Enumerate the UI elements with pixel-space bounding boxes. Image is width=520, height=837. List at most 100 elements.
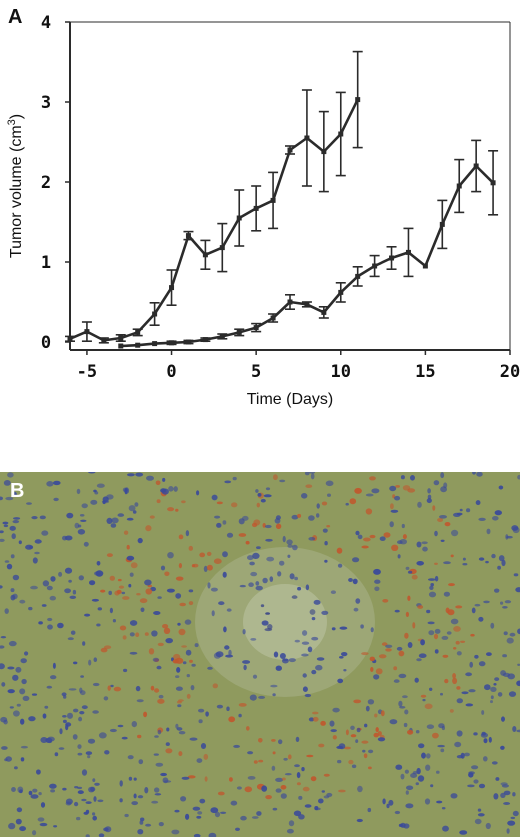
cell	[260, 498, 266, 503]
cell	[426, 609, 431, 614]
cell	[417, 775, 425, 782]
cell	[154, 735, 159, 738]
cell	[62, 787, 67, 791]
cell	[192, 563, 199, 568]
cell	[175, 686, 183, 691]
cell	[98, 732, 107, 739]
cell	[248, 582, 254, 587]
cell	[282, 777, 286, 781]
cell	[204, 776, 208, 782]
cell	[516, 729, 520, 733]
cell	[182, 661, 187, 665]
cell	[453, 626, 461, 632]
cell	[158, 822, 164, 827]
cell	[53, 497, 59, 502]
cell	[357, 785, 363, 793]
cell	[210, 587, 218, 592]
cell	[294, 764, 300, 768]
cell	[192, 806, 201, 811]
cell	[351, 764, 357, 769]
cell	[162, 777, 169, 784]
cell	[129, 651, 138, 655]
cell	[34, 539, 42, 544]
cell	[185, 649, 192, 656]
cell	[441, 807, 446, 810]
y-axis-label: Tumor volume (cm3)	[6, 114, 25, 258]
cell	[14, 766, 18, 770]
cell	[474, 654, 479, 659]
cell	[325, 480, 334, 487]
cell	[302, 673, 307, 678]
cell	[497, 565, 501, 570]
cell	[103, 696, 109, 701]
cell	[79, 711, 85, 715]
cell	[119, 625, 127, 631]
cell	[422, 698, 426, 702]
cell	[277, 571, 282, 577]
cell	[491, 761, 498, 765]
cell	[129, 620, 138, 626]
cell	[506, 535, 513, 539]
cell	[426, 724, 435, 729]
cell	[64, 567, 73, 574]
cell	[402, 485, 411, 491]
cell	[434, 562, 438, 565]
cell	[110, 684, 114, 688]
cell	[273, 651, 279, 658]
cell	[389, 719, 398, 725]
cell	[7, 666, 15, 670]
cell	[332, 735, 337, 740]
data-point	[219, 245, 225, 251]
cell	[492, 516, 499, 521]
cell	[287, 544, 293, 548]
cell	[341, 652, 348, 657]
cell	[152, 657, 160, 662]
cell	[437, 518, 444, 522]
cell	[308, 717, 315, 722]
cell	[452, 677, 458, 685]
cell	[394, 810, 401, 815]
cell	[312, 716, 319, 722]
cell	[367, 699, 375, 705]
cell	[39, 515, 46, 520]
cell	[40, 802, 46, 808]
cell	[305, 484, 313, 488]
cell	[211, 610, 215, 617]
cell	[50, 675, 57, 680]
cell	[193, 833, 201, 837]
cell	[203, 565, 208, 572]
cell	[205, 711, 209, 717]
cell	[485, 560, 489, 564]
cell	[85, 751, 93, 755]
cell	[386, 803, 390, 809]
cell	[434, 649, 439, 654]
cell	[77, 744, 82, 749]
cell	[321, 790, 325, 793]
x-tick-label: -5	[77, 362, 97, 382]
cell	[270, 684, 278, 688]
cell	[12, 574, 20, 581]
cell	[87, 738, 96, 744]
cell	[1, 682, 6, 687]
cell	[506, 637, 514, 644]
cell	[242, 629, 246, 635]
cell	[448, 583, 455, 587]
cell	[331, 627, 336, 631]
cell	[122, 635, 127, 640]
cell	[352, 557, 360, 563]
cell	[236, 786, 242, 790]
cell	[302, 630, 308, 636]
cell	[395, 764, 403, 770]
cell	[261, 785, 268, 792]
cell	[74, 801, 79, 807]
cell	[440, 472, 445, 479]
cell	[424, 798, 431, 805]
cell	[39, 822, 48, 827]
cell	[166, 727, 170, 732]
cell	[253, 760, 258, 764]
cell	[250, 638, 257, 641]
cell	[483, 738, 488, 744]
x-tick-label: 0	[166, 362, 176, 382]
cell	[50, 789, 55, 793]
cell	[247, 751, 254, 755]
